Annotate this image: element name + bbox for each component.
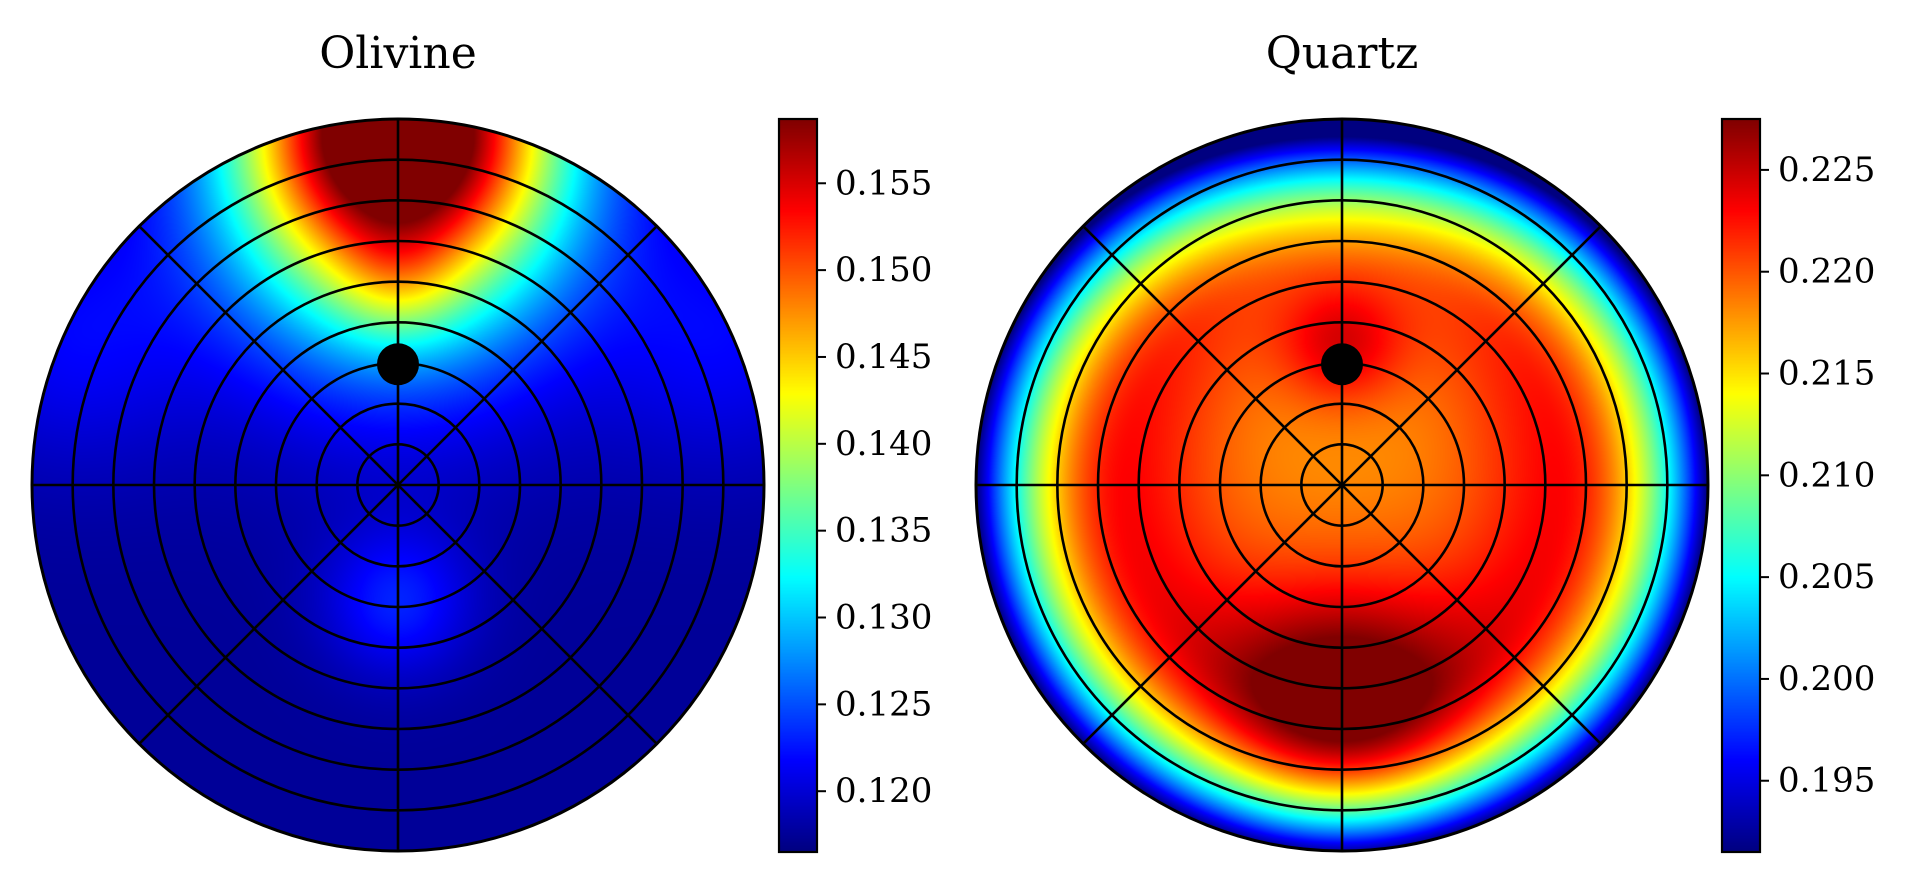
quartz-grid-spoke (1341, 225, 1602, 486)
olivine-colorbar-tick-label: 0.155 (835, 163, 932, 203)
olivine-grid-spoke (138, 484, 399, 745)
olivine-grid-spoke (397, 225, 658, 486)
olivine-colorbar-tick-label: 0.140 (835, 424, 932, 464)
olivine-title: Olivine (319, 28, 477, 79)
quartz-colorbar-tick-label: 0.220 (1778, 252, 1875, 292)
olivine-colorbar-gradient (779, 119, 817, 852)
quartz-grid-spoke (1082, 484, 1343, 745)
quartz-marker-dot (1321, 343, 1363, 386)
quartz-grid-spoke (1082, 225, 1343, 486)
quartz-colorbar-tick-label: 0.205 (1778, 557, 1875, 597)
olivine-marker-dot (377, 343, 419, 386)
olivine-colorbar-tick-label: 0.125 (835, 684, 932, 724)
olivine-grid-spoke (138, 225, 399, 486)
olivine-grid-spoke (397, 484, 658, 745)
olivine-colorbar-tick-label: 0.150 (835, 250, 932, 290)
quartz-colorbar-gradient (1722, 119, 1760, 852)
quartz-colorbar-tick-label: 0.215 (1778, 354, 1875, 394)
olivine-colorbar-tick-label: 0.135 (835, 511, 932, 551)
olivine-colorbar-frame (777, 117, 819, 854)
quartz-colorbar-tick-label: 0.210 (1778, 455, 1875, 495)
quartz-title: Quartz (1266, 28, 1419, 79)
quartz-colorbar-frame (1720, 117, 1762, 854)
quartz-colorbar-tick-label: 0.200 (1778, 659, 1875, 699)
olivine-colorbar-tick-label: 0.120 (835, 771, 932, 811)
quartz-plot: 0.195 0.200 0.205 0.210 0.215 0.220 0.225 (974, 117, 1875, 854)
olivine-plot: 0.120 0.125 0.130 0.135 0.140 0.145 0.150 0.155 (30, 117, 932, 854)
olivine-colorbar-tick-label: 0.145 (835, 337, 932, 377)
quartz-colorbar-tick-label: 0.225 (1778, 150, 1875, 190)
quartz-colorbar-tick-label: 0.195 (1778, 761, 1875, 801)
quartz-grid-spoke (1341, 484, 1602, 745)
olivine-colorbar-tick-label: 0.130 (835, 598, 932, 638)
